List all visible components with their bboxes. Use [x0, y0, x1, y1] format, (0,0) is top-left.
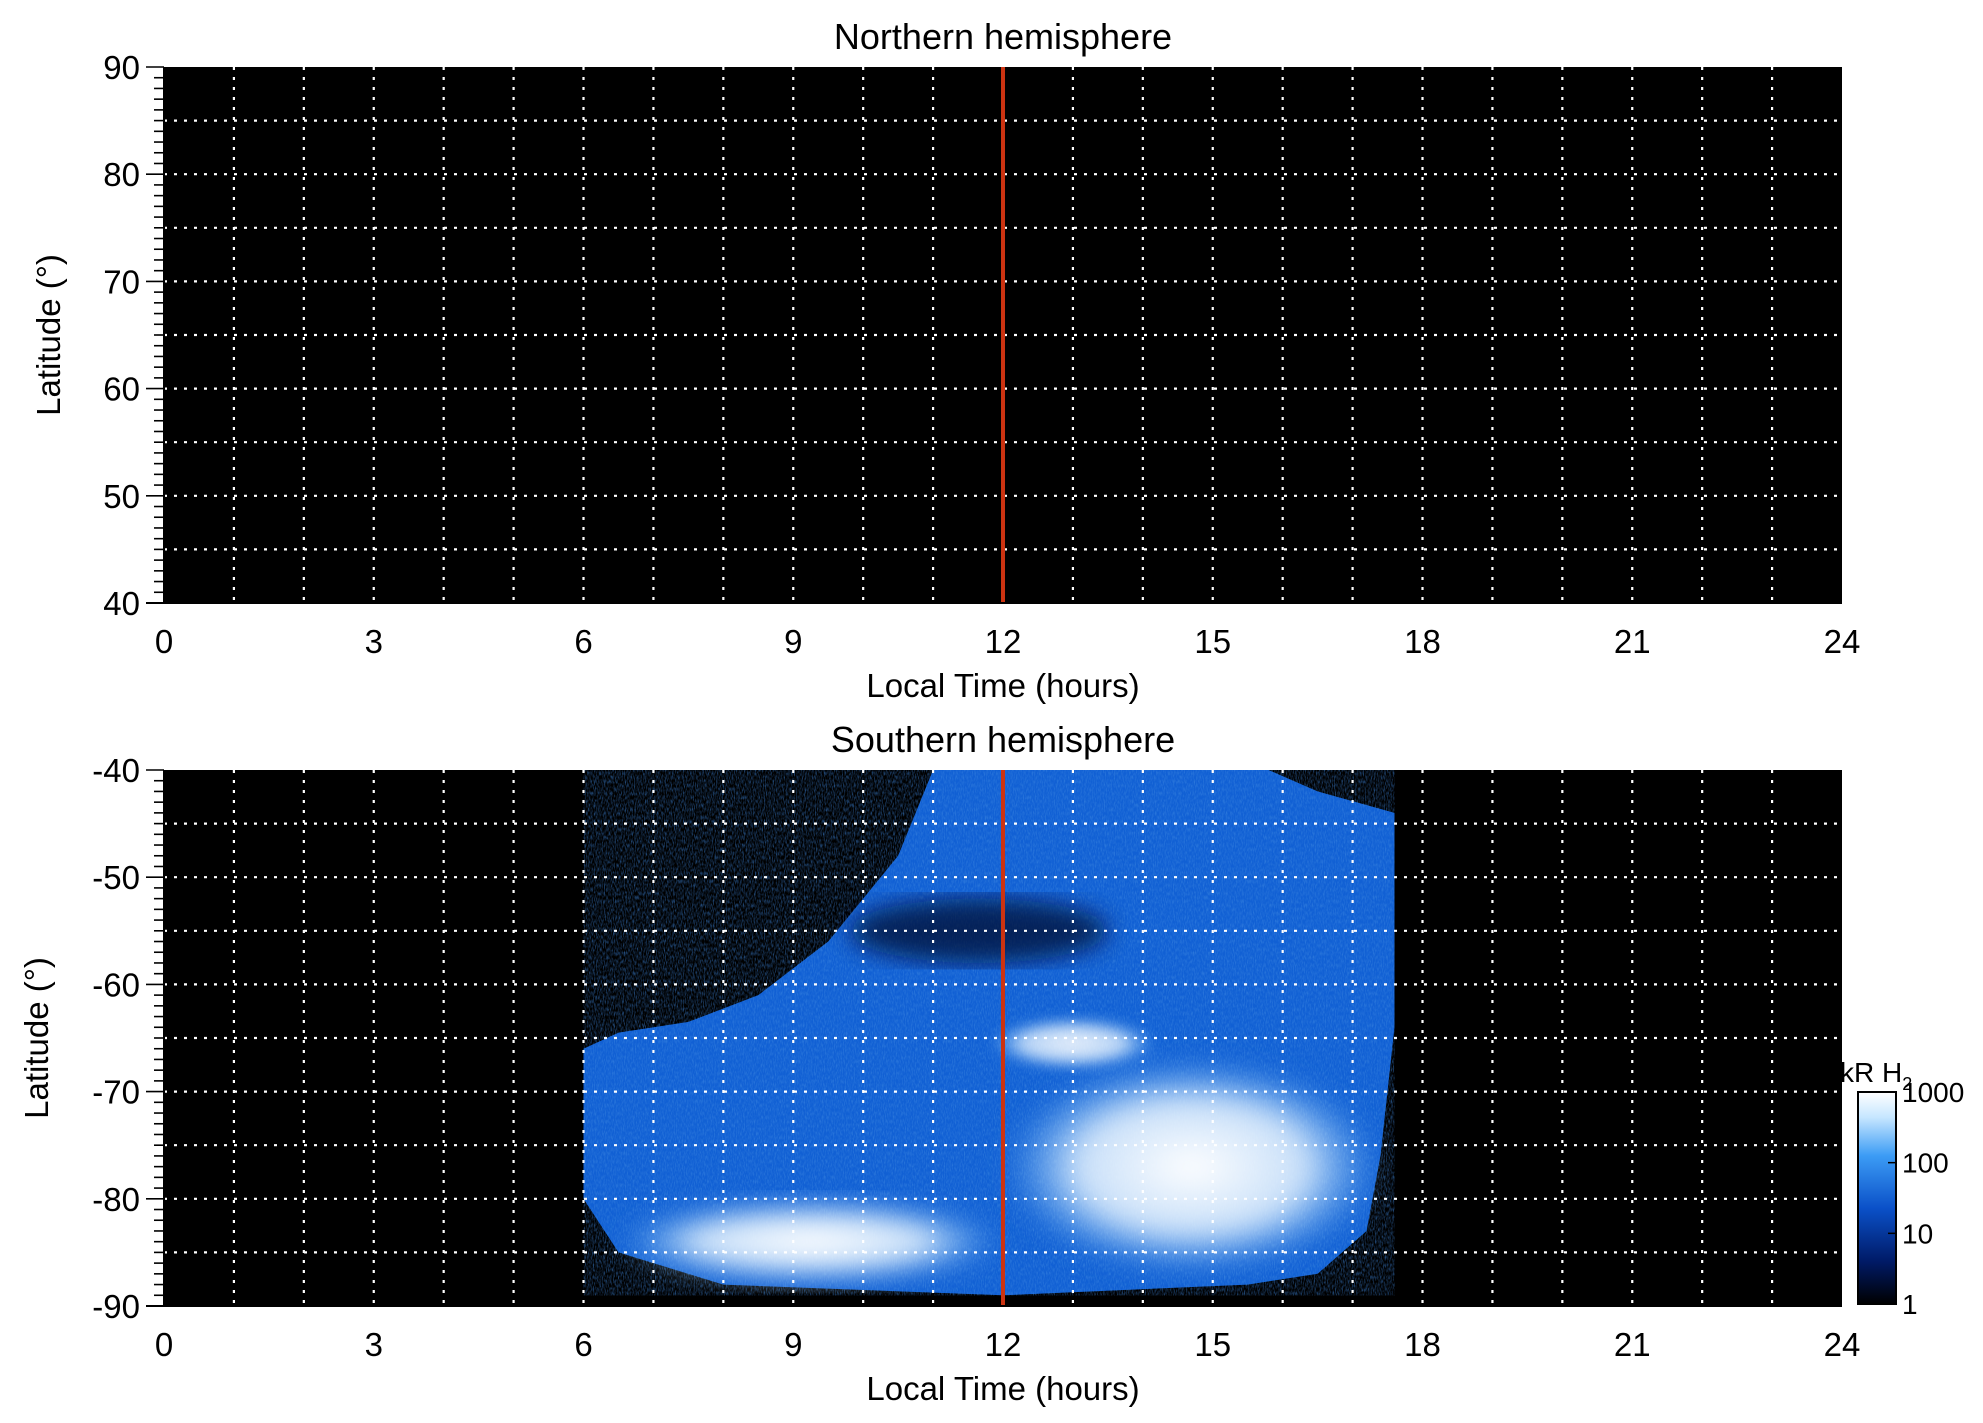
southern-x-tick-label: 24	[1824, 1326, 1861, 1363]
southern-y-tick-label: -70	[92, 1074, 140, 1111]
northern-x-tick-label: 21	[1614, 623, 1651, 660]
northern-y-tick-label: 70	[103, 263, 140, 300]
northern-axes: 40 50 60 70 80 90 0 3 6 9 12 15 18 21 24	[103, 49, 1860, 660]
southern-x-tick-label: 21	[1614, 1326, 1651, 1363]
colorbar-ticks: 1000 100 10 1	[1888, 1077, 1964, 1320]
northern-x-tick-label: 3	[365, 623, 383, 660]
colorbar: kR H2 1000 100 10 1	[1840, 1057, 1964, 1320]
southern-x-tick-label: 12	[985, 1326, 1022, 1363]
southern-panel: Southern hemisphere -40 -50 -60 -70 -80 -90 0 3…	[18, 719, 1860, 1407]
bright-region-2	[989, 1016, 1157, 1071]
bright-region-1	[1003, 1059, 1381, 1274]
northern-panel: Northern hemisphere 40 50 60 70 80 90 0 3 6 9 12 15…	[30, 16, 1860, 704]
southern-y-tick-label: -60	[92, 966, 140, 1003]
colorbar-gradient	[1857, 1091, 1897, 1305]
northern-x-tick-label: 15	[1194, 623, 1231, 660]
northern-y-tick-label: 90	[103, 49, 140, 86]
southern-x-tick-label: 18	[1404, 1326, 1441, 1363]
northern-y-tick-label: 60	[103, 371, 140, 408]
southern-y-tick-label: -80	[92, 1181, 140, 1218]
southern-y-tick-label: -90	[92, 1288, 140, 1325]
southern-x-tick-label: 3	[365, 1326, 383, 1363]
northern-x-tick-label: 9	[784, 623, 802, 660]
southern-y-axis-label: Latitude (°)	[18, 957, 55, 1119]
bright-region-3	[849, 898, 1108, 963]
northern-x-axis-label: Local Time (hours)	[866, 667, 1139, 704]
northern-y-tick-label: 80	[103, 156, 140, 193]
colorbar-label-main: kR H	[1840, 1057, 1902, 1088]
northern-x-tick-label: 12	[985, 623, 1022, 660]
colorbar-tick-label: 1	[1902, 1289, 1918, 1320]
southern-x-tick-label: 6	[574, 1326, 592, 1363]
colorbar-tick-label: 100	[1902, 1148, 1949, 1179]
northern-x-tick-label: 18	[1404, 623, 1441, 660]
southern-y-tick-label: -40	[92, 752, 140, 789]
southern-y-tick-label: -50	[92, 859, 140, 896]
northern-x-tick-label: 0	[155, 623, 173, 660]
colorbar-tick-label: 1000	[1902, 1077, 1964, 1108]
colorbar-tick-label: 10	[1902, 1218, 1933, 1249]
southern-x-tick-label: 0	[155, 1326, 173, 1363]
southern-x-tick-label: 9	[784, 1326, 802, 1363]
colorbar-label-subscript: 2	[1902, 1074, 1912, 1094]
northern-y-tick-label: 50	[103, 478, 140, 515]
northern-y-axis-label: Latitude (°)	[30, 254, 67, 416]
southern-x-axis-label: Local Time (hours)	[866, 1370, 1139, 1407]
northern-x-tick-label: 6	[574, 623, 592, 660]
southern-emission	[583, 770, 1395, 1296]
northern-title: Northern hemisphere	[834, 16, 1172, 57]
southern-title: Southern hemisphere	[831, 719, 1175, 760]
southern-x-tick-label: 15	[1194, 1326, 1231, 1363]
southern-bright-regions	[618, 898, 1381, 1285]
southern-axes: -40 -50 -60 -70 -80 -90 0 3 6 9 12 15 18 21 24	[92, 752, 1860, 1363]
northern-x-tick-label: 24	[1824, 623, 1861, 660]
colorbar-label: kR H2	[1840, 1057, 1912, 1094]
northern-y-tick-label: 40	[103, 585, 140, 622]
bright-region-0	[618, 1198, 1003, 1285]
